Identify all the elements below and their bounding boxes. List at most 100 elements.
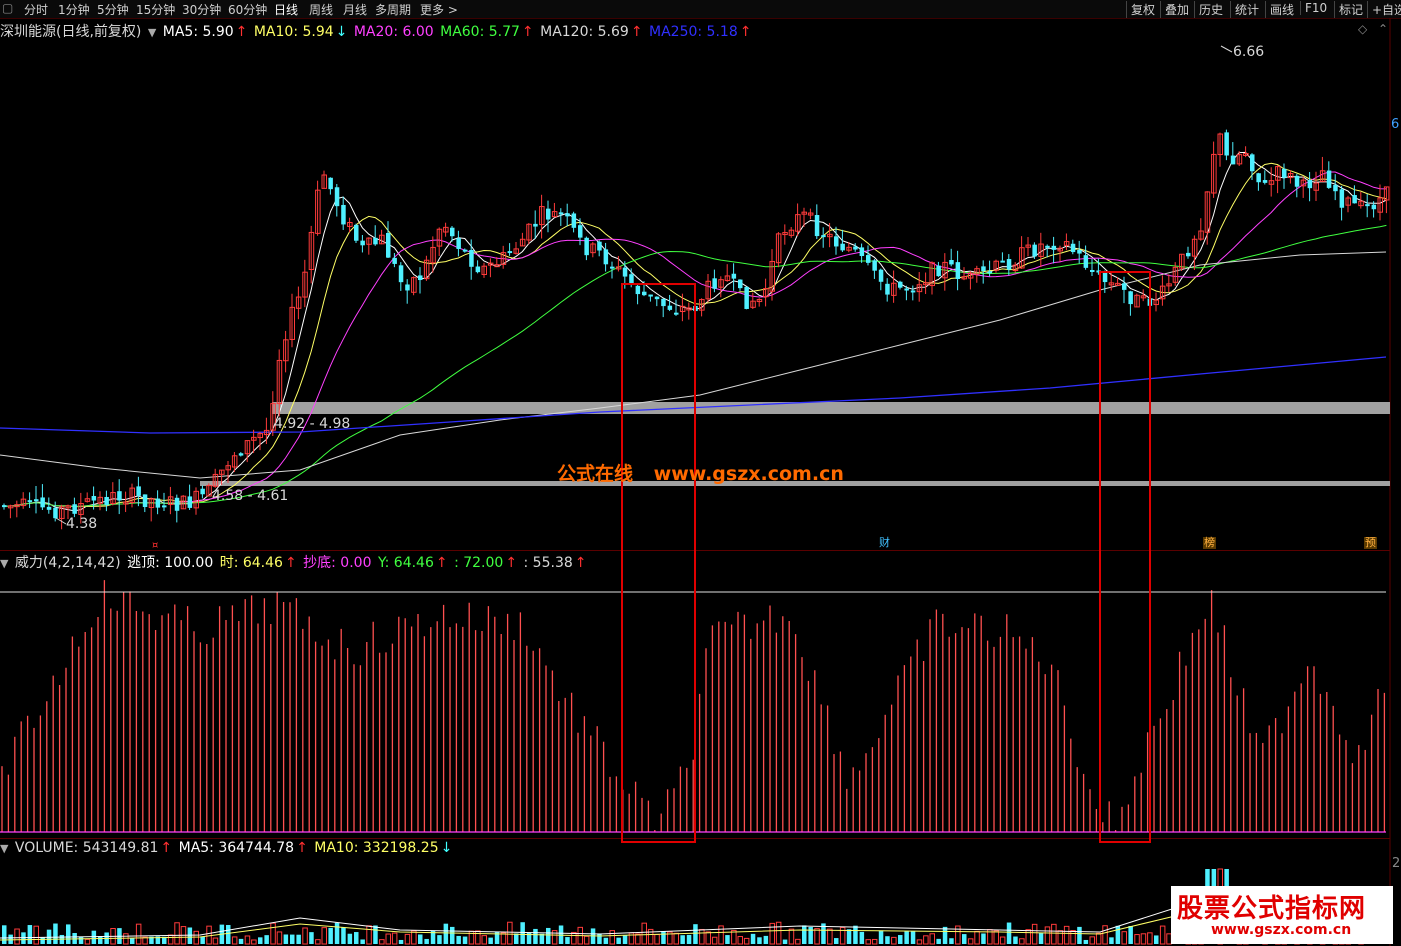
candle-body	[705, 280, 711, 300]
candle-body	[117, 491, 122, 501]
candle-body	[386, 232, 391, 258]
tab-1min[interactable]: 1分钟	[58, 3, 90, 17]
mark-button[interactable]: 标记	[1334, 1, 1363, 18]
candle-body	[807, 212, 814, 216]
high-pointer	[1220, 45, 1233, 53]
draw-line-button[interactable]: 画线	[1265, 1, 1294, 18]
volume-bar	[302, 927, 308, 945]
volume-bar	[871, 938, 878, 945]
event-marker-yu[interactable]: 预	[1364, 536, 1377, 549]
candle-body	[642, 291, 647, 296]
stats-button[interactable]: 统计	[1230, 1, 1259, 18]
volume-bar	[1013, 936, 1018, 944]
tab-daily[interactable]: 日线	[274, 3, 299, 17]
volume-bar	[839, 927, 846, 945]
volume-bar	[494, 932, 500, 944]
event-marker-cai[interactable]: 财	[879, 536, 890, 549]
volume-bar	[641, 922, 647, 945]
tab-60min[interactable]: 60分钟	[228, 3, 268, 17]
dropdown-icon[interactable]: ▼	[0, 842, 9, 855]
ma60-label: MA60: 5.77	[440, 24, 520, 40]
candle-body	[565, 213, 570, 217]
candle-body	[775, 233, 782, 264]
tab-weekly[interactable]: 周线	[309, 3, 334, 17]
volume-bar	[711, 936, 718, 945]
candle-body	[405, 284, 410, 291]
candle-body	[475, 266, 481, 273]
ex-dividend-marker[interactable]: ¤	[152, 540, 159, 551]
tab-15min[interactable]: 15分钟	[136, 3, 176, 17]
volume-bar	[193, 930, 199, 945]
candle-body	[398, 265, 404, 283]
candle-body	[1339, 189, 1345, 208]
highlight-box-1	[621, 283, 696, 843]
candle-body	[648, 294, 653, 297]
tab-monthly[interactable]: 月线	[343, 3, 368, 17]
volume-bar	[802, 925, 807, 944]
taoding-value: 逃顶: 100.00	[127, 555, 214, 571]
add-watchlist-button[interactable]: +自选	[1367, 1, 1401, 18]
candle-body	[97, 496, 103, 504]
watermark-text: 公式在线 www.gszx.com.cn	[557, 459, 858, 486]
volume-bar	[821, 923, 826, 944]
volume-bar	[891, 936, 897, 945]
dropdown-icon[interactable]: ▼	[147, 26, 157, 39]
tab-multi-period[interactable]: 多周期	[375, 3, 412, 17]
band-lower-label: 4.58 - 4.61	[212, 488, 289, 504]
tab-more[interactable]: 更多 >	[420, 3, 458, 17]
candle-body	[1006, 259, 1012, 270]
fuquan-button[interactable]: 复权	[1126, 1, 1155, 18]
dropdown-icon[interactable]: ▼	[0, 557, 9, 570]
ma250-line	[0, 356, 1387, 434]
v55-arrow: ↑	[574, 555, 587, 571]
candle-body	[469, 249, 474, 267]
chevron-up-icon[interactable]: ⌃	[1378, 22, 1389, 36]
diamond-icon[interactable]: ◇	[1358, 22, 1368, 36]
overlay-button[interactable]: 叠加	[1160, 1, 1189, 18]
candle-body	[129, 487, 135, 503]
v72-value: : 72.00	[454, 555, 504, 571]
candle-body	[7, 505, 14, 509]
volume-bar	[763, 935, 769, 944]
volume-bar	[546, 927, 551, 944]
candle-body	[40, 497, 45, 508]
volume-bar	[571, 931, 577, 945]
volume-bar	[731, 929, 737, 945]
candle-body	[718, 279, 724, 288]
tab-5min[interactable]: 5分钟	[97, 3, 129, 17]
shi-arrow: ↑	[284, 555, 297, 571]
candle-body	[1287, 173, 1294, 179]
candle-body	[295, 296, 302, 309]
volume-bar	[283, 934, 289, 944]
stock-title[interactable]: 深圳能源(日线,前复权)	[0, 24, 142, 40]
candle-body	[967, 272, 974, 279]
indicator-name[interactable]: 威力(4,2,14,42)	[14, 555, 121, 571]
volume-bar	[84, 938, 91, 945]
candle-body	[1282, 168, 1287, 178]
volume-bar	[290, 934, 295, 944]
vol-ma5-arrow: ↑	[296, 840, 308, 856]
candle-body	[513, 248, 519, 254]
candle-body	[1070, 243, 1076, 253]
candle-body	[174, 497, 180, 511]
volume-bar	[40, 937, 45, 944]
tab-30min[interactable]: 30分钟	[182, 3, 222, 17]
candle-body	[244, 440, 251, 455]
window-icon[interactable]: ▢	[2, 1, 14, 15]
candle-body	[1134, 294, 1140, 308]
candle-body	[200, 488, 205, 495]
candle-body	[423, 259, 430, 280]
candle-body	[738, 279, 743, 289]
event-marker-bang[interactable]: 榜	[1203, 536, 1216, 549]
volume-bar	[258, 937, 263, 944]
volume-bar	[398, 939, 404, 944]
history-button[interactable]: 历史	[1194, 1, 1223, 18]
vol-ma5-value: MA5: 364744.78	[178, 840, 295, 856]
volume-bar	[916, 939, 923, 945]
tab-fenshi[interactable]: 分时	[24, 3, 49, 17]
candle-body	[270, 403, 276, 431]
candle-body	[667, 305, 673, 310]
candle-body	[1186, 252, 1191, 257]
f10-button[interactable]: F10	[1300, 1, 1327, 15]
